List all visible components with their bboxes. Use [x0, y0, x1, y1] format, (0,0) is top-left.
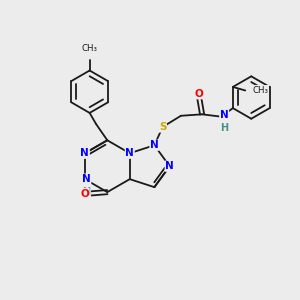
- Text: N: N: [125, 148, 134, 158]
- Text: CH₃: CH₃: [253, 86, 268, 95]
- Text: N: N: [150, 140, 159, 150]
- Text: N: N: [220, 110, 229, 120]
- Text: CH₃: CH₃: [82, 44, 98, 53]
- Text: S: S: [159, 122, 166, 132]
- Text: N: N: [165, 161, 174, 171]
- Text: H: H: [82, 187, 90, 196]
- Text: O: O: [195, 89, 203, 99]
- Text: N: N: [82, 174, 91, 184]
- Text: O: O: [80, 189, 89, 199]
- Text: H: H: [220, 123, 228, 133]
- Text: N: N: [80, 148, 89, 158]
